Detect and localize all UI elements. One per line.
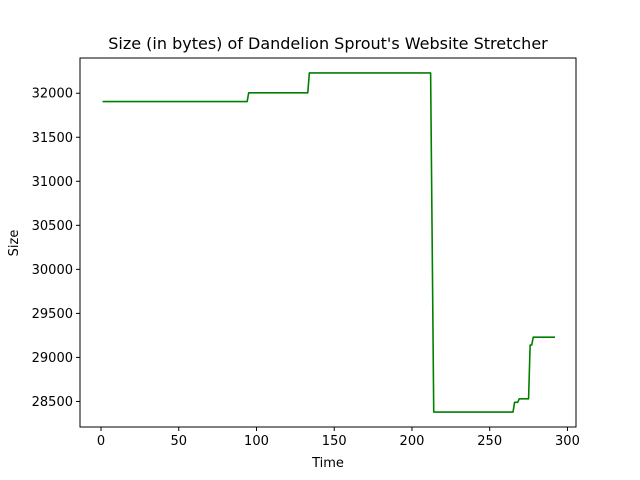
series-line-0 [102, 72, 556, 413]
y-tick-label: 29500 [32, 307, 73, 322]
x-tick-label: 0 [97, 434, 105, 449]
axes-frame [79, 57, 577, 428]
x-tick-label: 300 [555, 434, 580, 449]
plot-area [102, 72, 556, 413]
x-tick-label: 50 [170, 434, 187, 449]
y-tick-label: 31000 [32, 175, 73, 190]
y-axis: 28500 29000 29500 30000 30500 31000 31500 32000 [32, 87, 80, 410]
y-tick-label: 29000 [32, 351, 73, 366]
y-tick-label: 28500 [32, 395, 73, 410]
x-tick-label: 150 [322, 434, 347, 449]
y-tick-label: 30500 [32, 219, 73, 234]
x-tick-label: 100 [244, 434, 269, 449]
x-axis-label: Time [311, 456, 344, 471]
chart-title: Size (in bytes) of Dandelion Sprout's We… [108, 34, 548, 53]
y-tick-label: 31500 [32, 131, 73, 146]
y-axis-label: Size [7, 230, 22, 257]
x-tick-label: 200 [400, 434, 425, 449]
y-tick-label: 32000 [32, 87, 73, 102]
x-axis: 0 50 100 150 200 250 300 [97, 427, 580, 449]
y-tick-label: 30000 [32, 263, 73, 278]
x-tick-label: 250 [477, 434, 502, 449]
